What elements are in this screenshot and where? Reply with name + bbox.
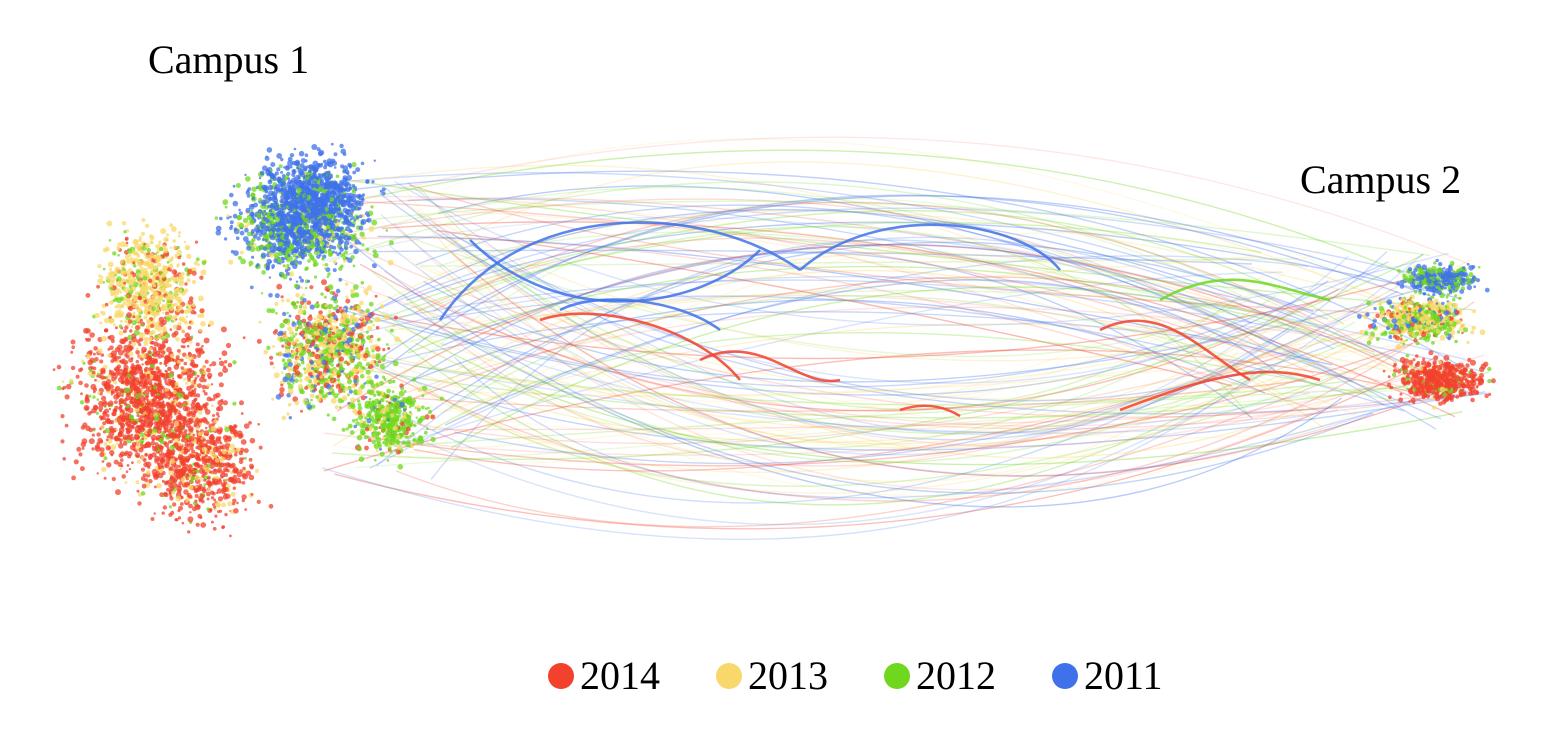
legend-item-2014: 2014 — [548, 652, 660, 699]
campus-node-clusters — [52, 142, 1496, 538]
legend-swatch-2012 — [884, 662, 910, 689]
legend-swatch-2014 — [548, 662, 574, 689]
legend-item-2013: 2013 — [716, 652, 828, 699]
legend-item-2012: 2012 — [884, 652, 996, 699]
legend: 2014 2013 2012 2011 — [548, 652, 1163, 699]
inter-campus-edges — [321, 136, 1490, 540]
legend-swatch-2013 — [716, 662, 742, 689]
legend-label-2013: 2013 — [748, 653, 828, 698]
legend-swatch-2011 — [1052, 662, 1078, 689]
campus-1-label: Campus 1 — [148, 37, 310, 82]
legend-label-2014: 2014 — [580, 653, 660, 698]
legend-item-2011: 2011 — [1052, 652, 1163, 699]
campus-2-label: Campus 2 — [1300, 157, 1462, 202]
legend-label-2011: 2011 — [1084, 653, 1163, 698]
legend-label-2012: 2012 — [916, 653, 996, 698]
